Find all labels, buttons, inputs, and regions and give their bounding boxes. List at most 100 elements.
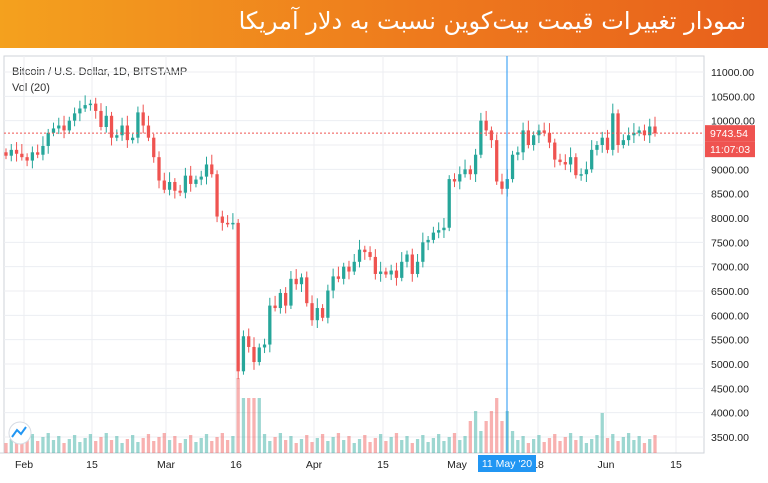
volume-bar [9, 439, 13, 453]
volume-bar [632, 440, 636, 453]
candle-body [357, 249, 362, 262]
candle-body [141, 112, 145, 126]
candle-body [626, 135, 631, 141]
volume-bar [199, 438, 203, 453]
candle-body [384, 271, 388, 275]
candle-body [553, 142, 557, 160]
candle-body [67, 120, 71, 131]
candle-body [421, 242, 425, 262]
volume-bar [289, 436, 293, 453]
volume-bar [115, 436, 119, 453]
volume-bar [152, 441, 156, 453]
candle-body [547, 132, 552, 143]
candle-body [563, 162, 567, 165]
candle-body [368, 252, 372, 257]
volume-bar [305, 435, 309, 453]
candle-body [14, 149, 19, 154]
y-tick-label: 5500.00 [711, 335, 749, 347]
candle-body [294, 278, 298, 285]
volume-bar [51, 440, 56, 453]
candle-body [299, 277, 304, 285]
volume-bar [225, 440, 230, 453]
x-tick-label: 15 [86, 459, 98, 471]
volume-bar [516, 440, 520, 453]
candle-body [315, 308, 319, 321]
candle-body [516, 152, 520, 155]
volume-bar [447, 437, 451, 453]
candle-body [600, 137, 604, 145]
volume-bar [431, 438, 436, 453]
candle-body [273, 305, 277, 309]
volume-bar [537, 435, 541, 453]
y-tick-label: 10000.00 [711, 116, 755, 128]
volume-bar [605, 438, 610, 453]
candle-body [632, 132, 636, 136]
candle-body [537, 130, 541, 136]
candle-body [484, 120, 488, 131]
volume-bar [532, 439, 536, 453]
candle-body [400, 261, 404, 278]
volume-bar [442, 441, 446, 453]
candle-body [252, 346, 256, 363]
y-tick-label: 8500.00 [711, 189, 749, 201]
candle-body [495, 140, 499, 182]
volume-bar [378, 434, 383, 453]
candle-body [215, 174, 219, 217]
x-tick-label: Mar [157, 459, 176, 471]
volume-bar [315, 438, 319, 453]
candle-body [178, 190, 182, 193]
candle-body [405, 254, 409, 262]
candle-body [468, 169, 472, 175]
y-tick-label: 7500.00 [711, 237, 749, 249]
volume-bar [109, 440, 114, 453]
candle-body [310, 303, 314, 321]
y-tick-label: 6000.00 [711, 310, 749, 322]
candle-body [363, 249, 367, 253]
volume-bar [521, 436, 525, 453]
volume-bar [547, 438, 552, 453]
candle-body [83, 105, 87, 109]
candle-body [199, 176, 203, 180]
volume-bar [125, 439, 129, 453]
x-tick-label: 15 [670, 459, 682, 471]
volume-bar [563, 437, 567, 453]
volume-bar [284, 440, 288, 453]
candle-body [120, 125, 124, 136]
candle-body [78, 108, 82, 114]
candle-body [389, 270, 393, 275]
price-chart[interactable]: 11000.0010500.0010000.009500.009000.0085… [0, 48, 768, 483]
volume-bar [257, 398, 261, 453]
volume-bar [479, 431, 483, 453]
volume-bar [626, 433, 631, 453]
candle-body [542, 130, 546, 133]
volume-bar [130, 435, 135, 453]
volume-bar [357, 439, 362, 453]
volume-bar [57, 436, 61, 453]
candle-body [616, 113, 620, 145]
volume-bar [452, 433, 457, 453]
volume-bar [347, 436, 351, 453]
volume-bar [146, 434, 151, 453]
volume-bar [157, 437, 161, 453]
candle-body [489, 130, 494, 141]
volume-bar [526, 443, 531, 453]
candle-body [41, 145, 45, 155]
volume-bar [590, 439, 594, 453]
volume-bar [120, 443, 124, 453]
candle-body [183, 175, 188, 193]
candle-body [558, 159, 562, 163]
y-tick-label: 11000.00 [711, 67, 754, 79]
volume-bar [595, 435, 599, 453]
volume-bar [458, 440, 462, 453]
volume-bar [394, 433, 399, 453]
candle-body [62, 125, 66, 131]
candle-body [611, 113, 615, 150]
candle-body [278, 292, 283, 309]
volume-bar [384, 441, 388, 453]
volume-bar [363, 435, 367, 453]
candle-body [595, 145, 599, 150]
volume-bar [236, 378, 240, 453]
volume-bar [373, 438, 377, 453]
volume-bar [616, 441, 620, 453]
volume-bar [25, 438, 29, 453]
